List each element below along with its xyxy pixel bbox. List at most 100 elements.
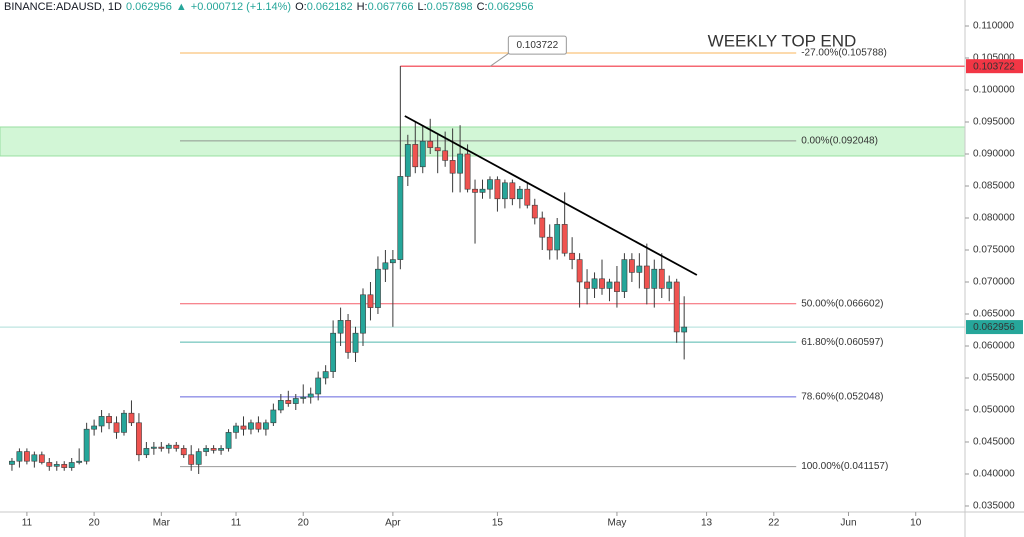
candle-body xyxy=(300,396,307,399)
candle-body xyxy=(150,446,157,449)
ohlc-value: 0.067766 xyxy=(367,1,414,13)
candle-body xyxy=(427,140,434,148)
candle-body xyxy=(255,422,262,430)
x-tick-label: 22 xyxy=(768,518,780,529)
candle-body xyxy=(643,265,650,289)
y-tick-label: 0.105000 xyxy=(973,53,1015,64)
candle-body xyxy=(38,454,45,463)
candle-body xyxy=(210,448,217,451)
candle-body xyxy=(382,262,389,270)
candle-body xyxy=(128,412,135,424)
y-tick-label: 0.035000 xyxy=(973,501,1015,512)
y-tick-label: 0.095000 xyxy=(973,117,1015,128)
y-tick-label: 0.040000 xyxy=(973,469,1015,480)
fib-label: 100.00%(0.041157) xyxy=(801,461,888,472)
y-tick-label: 0.070000 xyxy=(973,277,1015,288)
x-tick-label: 20 xyxy=(298,518,310,529)
candle-body xyxy=(367,294,374,308)
trendline xyxy=(404,115,698,276)
candle-body xyxy=(158,446,165,449)
price-label-box xyxy=(966,320,1023,335)
candle-body xyxy=(9,460,15,465)
x-tick-label: 20 xyxy=(89,518,101,529)
candle-body xyxy=(277,400,284,411)
candle-body xyxy=(531,204,538,219)
candle-body xyxy=(76,460,83,463)
candle-body xyxy=(502,182,508,200)
candle-body xyxy=(539,217,546,238)
y-tick-label: 0.100000 xyxy=(973,85,1015,96)
candle-body xyxy=(173,444,180,449)
fib-label: 61.80%(0.060597) xyxy=(801,337,883,348)
candle-body xyxy=(479,188,486,193)
candle-body xyxy=(516,188,523,200)
fib-label: 50.00%(0.066602) xyxy=(801,298,883,309)
candle-body xyxy=(233,425,239,433)
y-tick-label: 0.110000 xyxy=(973,21,1014,32)
candle-body xyxy=(83,428,90,462)
zone xyxy=(0,126,966,157)
candle-body xyxy=(658,268,665,289)
candle-body xyxy=(31,454,38,462)
callout-pointer xyxy=(490,51,511,67)
candle-body xyxy=(651,268,658,289)
candle-body xyxy=(673,281,680,333)
candle-body xyxy=(352,332,359,353)
y-tick-label: 0.060000 xyxy=(973,341,1015,352)
ohlc-value: 0.057898 xyxy=(426,1,473,13)
ohlc-o: O:0.062182 xyxy=(295,1,353,13)
candle-body xyxy=(307,393,314,398)
candle-body xyxy=(315,377,322,395)
price-label: 0.062956 xyxy=(973,322,1015,333)
candle-body xyxy=(389,259,396,264)
candle-body xyxy=(195,451,202,465)
candle-body xyxy=(240,425,247,430)
ohlc-h: H:0.067766 xyxy=(357,1,414,13)
fib-label: -27.00%(0.105788) xyxy=(801,48,887,59)
candle-body xyxy=(121,412,127,433)
candle-body xyxy=(225,432,232,449)
candle-body xyxy=(561,224,568,254)
candle-body xyxy=(53,464,60,467)
y-tick-label: 0.045000 xyxy=(973,437,1015,448)
price-label-box xyxy=(966,59,1023,74)
candle-body xyxy=(449,160,456,174)
candle-body xyxy=(165,444,172,449)
x-tick-label: Apr xyxy=(385,518,401,529)
candle-body xyxy=(113,422,120,433)
candle-body xyxy=(569,252,576,260)
candle-body xyxy=(442,150,449,161)
candle-body xyxy=(509,182,516,200)
candle-body xyxy=(628,259,635,273)
candle-body xyxy=(292,398,299,404)
candle-body xyxy=(457,153,463,174)
candle-body xyxy=(404,144,411,177)
ohlc-label: L: xyxy=(417,1,427,13)
candle-body xyxy=(345,320,351,353)
candle-body xyxy=(98,416,105,427)
candle-body xyxy=(270,409,277,424)
candle-body xyxy=(434,147,441,152)
ohlc-label: O: xyxy=(295,1,307,13)
x-tick-label: Mar xyxy=(153,518,171,529)
candle-body xyxy=(472,188,478,193)
candle-body xyxy=(412,144,419,168)
ohlc-label: C: xyxy=(476,1,488,13)
candle-body xyxy=(61,464,68,468)
chart-title: WEEKLY TOP END xyxy=(708,31,857,50)
candle-body xyxy=(614,281,620,292)
candle-body xyxy=(322,371,329,379)
y-tick-label: 0.065000 xyxy=(973,309,1015,320)
candle-body xyxy=(248,422,254,430)
candle-body xyxy=(591,278,598,289)
x-tick-label: 10 xyxy=(910,518,922,529)
candle-body xyxy=(337,320,344,334)
candle-body xyxy=(330,332,337,372)
candle-body xyxy=(203,448,210,452)
candle-body xyxy=(681,326,688,333)
candle-body xyxy=(464,153,471,190)
x-tick-label: Jun xyxy=(840,518,856,529)
ohlc-label: H: xyxy=(356,1,368,13)
candle-body xyxy=(487,179,493,190)
